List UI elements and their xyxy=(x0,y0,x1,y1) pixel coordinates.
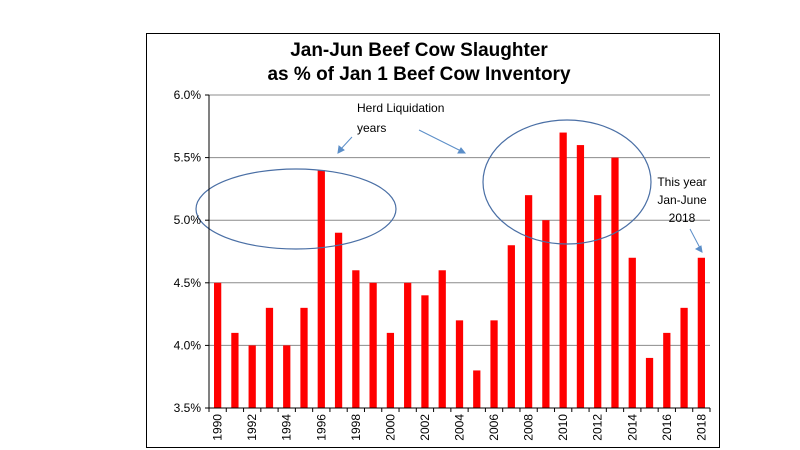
x-tick-label: 2018 xyxy=(694,414,708,441)
bar-2005 xyxy=(473,370,481,408)
herd-liquidation-ellipse-1996 xyxy=(195,168,397,250)
y-tick-label: 4.5% xyxy=(174,276,202,290)
bar-2015 xyxy=(645,357,654,408)
bar-2004 xyxy=(455,320,464,408)
x-tick-label: 1994 xyxy=(280,414,294,441)
bar-1994 xyxy=(283,345,291,408)
this-year-label-line-3: 2018 xyxy=(669,211,696,225)
x-tick-label: 2014 xyxy=(625,414,639,441)
bar-1991 xyxy=(231,332,239,408)
annotation-arrows xyxy=(337,129,703,253)
x-tick-label: 2016 xyxy=(660,414,674,441)
bar-2006 xyxy=(490,320,498,408)
x-tick-label: 2006 xyxy=(487,414,501,441)
y-tick-label: 5.5% xyxy=(174,151,202,165)
x-tick-label: 2004 xyxy=(453,414,467,441)
bar-2001 xyxy=(404,282,412,408)
this-year-label-line-2: Jan-June xyxy=(657,193,707,207)
bar-chart: Jan-Jun Beef Cow Slaughter as % of Jan 1… xyxy=(174,40,711,441)
arrow-to-2010-head xyxy=(457,147,467,154)
bar-2016 xyxy=(663,332,671,408)
bar-1990 xyxy=(214,282,222,408)
this-year-label-line-1: This year xyxy=(657,175,706,189)
bar-2003 xyxy=(438,270,446,408)
bar-2002 xyxy=(421,295,429,408)
bar-1999 xyxy=(369,282,377,408)
chart-frame: Jan-Jun Beef Cow Slaughter as % of Jan 1… xyxy=(146,33,720,448)
chart-title-line-1: Jan-Jun Beef Cow Slaughter xyxy=(290,40,548,61)
x-tick-label: 1990 xyxy=(211,414,225,441)
bars xyxy=(214,132,705,408)
x-tick-labels: 1990 1992 1994 1996 1998 2000 2002 2004 2006 2008… xyxy=(211,414,709,441)
bar-2009 xyxy=(542,220,550,408)
bar-2014 xyxy=(628,257,636,408)
bar-1998 xyxy=(352,270,360,408)
herd-liquidation-label-line-1: Herd Liquidation xyxy=(357,101,444,115)
arrow-to-2018-line xyxy=(689,228,701,249)
bar-2012 xyxy=(594,195,602,408)
arrow-to-1996-head xyxy=(337,145,345,154)
bar-2007 xyxy=(507,245,515,408)
x-tick-label: 2010 xyxy=(556,414,570,441)
y-tick-labels: 3.5% 4.0% 4.5% 5.0% 5.5% 6.0% xyxy=(174,88,202,415)
x-tick-label: 2002 xyxy=(418,414,432,441)
chart-title-line-2: as % of Jan 1 Beef Cow Inventory xyxy=(267,64,570,85)
bar-2013 xyxy=(611,157,619,408)
y-tick-label: 5.0% xyxy=(174,213,202,227)
herd-liquidation-ellipse-2010 xyxy=(482,119,652,245)
bar-2000 xyxy=(386,332,395,408)
bar-2010 xyxy=(559,132,567,408)
y-tick-label: 4.0% xyxy=(174,338,202,352)
bar-1996 xyxy=(317,170,325,408)
bar-1995 xyxy=(300,307,308,408)
y-tick-label: 6.0% xyxy=(174,88,202,102)
x-tick-label: 2012 xyxy=(591,414,605,441)
arrow-to-2018-head xyxy=(694,245,703,253)
arrow-to-2010-line xyxy=(418,129,462,152)
bar-2011 xyxy=(576,145,585,408)
bar-1992 xyxy=(248,345,256,408)
y-tick-label: 3.5% xyxy=(174,401,202,415)
x-tick-label: 2008 xyxy=(522,414,536,441)
herd-liquidation-label-line-2: years xyxy=(357,121,386,135)
x-tick-label: 1998 xyxy=(349,414,363,441)
bar-2008 xyxy=(524,195,533,408)
bar-2018 xyxy=(697,257,705,408)
x-tick-label: 1992 xyxy=(245,414,259,441)
axes xyxy=(205,94,711,412)
bar-2017 xyxy=(680,307,688,408)
bar-1997 xyxy=(334,232,343,408)
x-tick-label: 1996 xyxy=(314,414,328,441)
x-tick-label: 2000 xyxy=(383,414,397,441)
bar-1993 xyxy=(265,307,274,408)
